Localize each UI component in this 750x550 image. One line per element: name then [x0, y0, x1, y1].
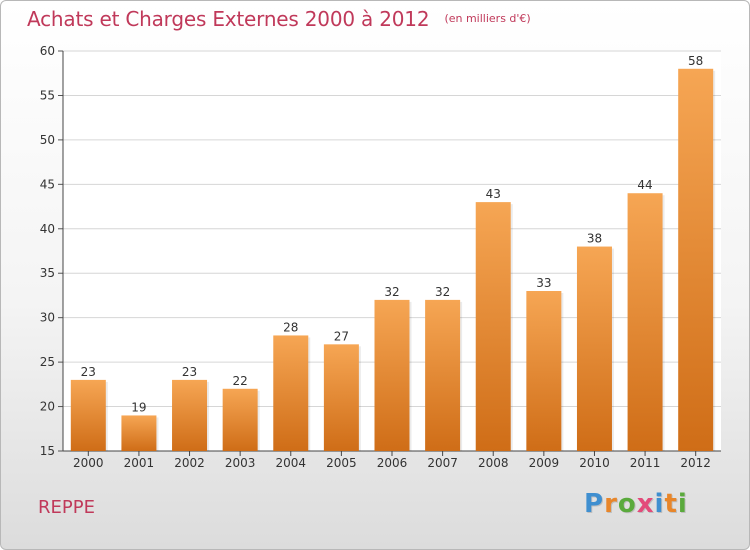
logo-letter: o — [617, 489, 637, 519]
bar — [323, 344, 359, 451]
data-label: 44 — [637, 178, 652, 192]
x-tick-label: 2012 — [680, 456, 711, 470]
x-tick-label: 2011 — [630, 456, 661, 470]
data-label: 19 — [131, 400, 146, 414]
chart-title: Achats et Charges Externes 2000 à 2012 — [27, 7, 430, 31]
data-label: 27 — [334, 329, 349, 343]
data-label: 23 — [182, 365, 197, 379]
bar — [425, 299, 461, 451]
y-tick-label: 50 — [40, 133, 55, 147]
logo-letter: i — [677, 489, 688, 519]
data-label: 23 — [81, 365, 96, 379]
x-tick-label: 2004 — [275, 456, 306, 470]
bar — [222, 388, 258, 451]
logo-letter: t — [664, 489, 678, 519]
x-tick-label: 2001 — [124, 456, 155, 470]
x-tick-label: 2008 — [478, 456, 509, 470]
bar — [627, 193, 663, 451]
y-tick-label: 25 — [40, 355, 55, 369]
bar — [121, 415, 157, 451]
bar — [475, 202, 511, 451]
bar — [576, 246, 612, 451]
x-tick-label: 2003 — [225, 456, 256, 470]
bar — [374, 299, 410, 451]
y-tick-label: 35 — [40, 266, 55, 280]
data-label: 58 — [688, 54, 703, 68]
bar — [273, 335, 309, 451]
x-tick-label: 2000 — [73, 456, 104, 470]
y-tick-label: 20 — [40, 400, 55, 414]
bar — [70, 379, 106, 451]
logo-letter: P — [584, 489, 605, 519]
x-tick-label: 2002 — [174, 456, 205, 470]
y-tick-label: 30 — [40, 311, 55, 325]
logo-letter: x — [636, 489, 655, 519]
data-label: 28 — [283, 320, 298, 334]
proxiti-logo[interactable]: Proxiti — [584, 489, 688, 519]
y-tick-label: 15 — [40, 444, 55, 458]
x-tick-label: 2007 — [427, 456, 458, 470]
bar — [678, 68, 714, 452]
data-label: 32 — [435, 285, 450, 299]
logo-letter: i — [654, 489, 665, 519]
logo-letter: r — [604, 489, 618, 519]
x-tick-label: 2010 — [579, 456, 610, 470]
y-tick-label: 60 — [40, 44, 55, 58]
y-tick-label: 40 — [40, 222, 55, 236]
bar — [172, 379, 208, 451]
x-tick-label: 2009 — [529, 456, 560, 470]
data-label: 22 — [233, 374, 248, 388]
data-label: 33 — [536, 276, 551, 290]
x-tick-label: 2005 — [326, 456, 357, 470]
chart-subtitle: (en milliers d'€) — [444, 12, 531, 25]
bar — [526, 291, 562, 451]
y-tick-label: 55 — [40, 88, 55, 102]
title-row: Achats et Charges Externes 2000 à 2012 (… — [27, 7, 531, 31]
x-tick-label: 2006 — [377, 456, 408, 470]
data-label: 43 — [486, 187, 501, 201]
data-label: 38 — [587, 232, 602, 246]
data-label: 32 — [384, 285, 399, 299]
place-name: REPPE — [38, 497, 95, 518]
y-tick-label: 45 — [40, 177, 55, 191]
